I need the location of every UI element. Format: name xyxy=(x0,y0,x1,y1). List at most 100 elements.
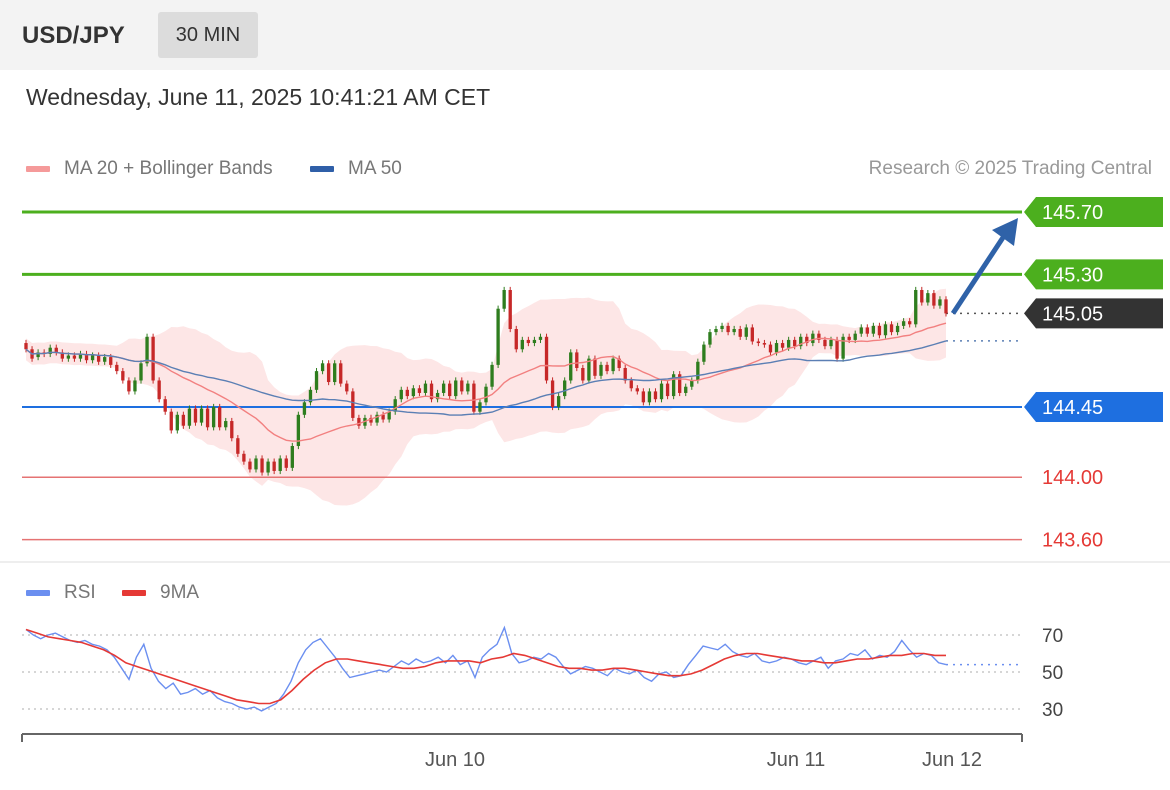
candle xyxy=(853,333,857,340)
price-chart: 145.70 145.30 145.05 144.45 144.00 143.60 xyxy=(22,197,1163,552)
candle xyxy=(738,329,742,337)
candle xyxy=(799,336,803,347)
candle xyxy=(829,339,833,347)
candle xyxy=(653,391,658,400)
x-tick-label: Jun 11 xyxy=(767,749,826,771)
candle xyxy=(205,408,210,428)
candle xyxy=(429,383,434,400)
candle xyxy=(109,357,113,365)
legend-rsi: RSI xyxy=(26,582,96,604)
rsi-line xyxy=(25,625,947,712)
candle xyxy=(411,388,416,397)
candle xyxy=(302,402,307,415)
candle xyxy=(314,371,319,390)
candle xyxy=(544,336,549,381)
candle xyxy=(199,408,204,423)
candle xyxy=(901,321,906,326)
candle xyxy=(762,343,767,345)
candle xyxy=(260,458,264,473)
candle xyxy=(78,353,83,359)
candle xyxy=(181,414,186,426)
candle xyxy=(514,329,518,350)
candle xyxy=(714,329,718,333)
candle xyxy=(145,336,149,364)
candle xyxy=(290,446,294,468)
resistance-tag xyxy=(1024,197,1163,227)
candle xyxy=(24,343,28,350)
candle xyxy=(538,336,543,340)
candle xyxy=(484,386,488,403)
candle xyxy=(835,339,839,359)
candle xyxy=(684,386,688,393)
candle xyxy=(726,325,730,333)
candle xyxy=(48,347,52,354)
rsi-ma-line xyxy=(25,628,946,705)
candle xyxy=(593,358,597,376)
ma50-legend-label: MA 50 xyxy=(348,158,402,179)
candle xyxy=(466,383,470,392)
candle xyxy=(920,290,924,303)
pivot-tag xyxy=(1024,392,1163,422)
candle xyxy=(115,364,119,372)
candle xyxy=(865,327,869,334)
rsi-chart: 70 50 30 Jun 10 Jun 11 Jun 12 xyxy=(21,625,1063,771)
candle xyxy=(266,461,270,473)
resistance-tag xyxy=(1024,259,1163,290)
level-label: 145.30 xyxy=(1042,264,1103,286)
candle xyxy=(847,336,851,340)
candle xyxy=(532,339,537,344)
candle xyxy=(793,339,797,347)
candle xyxy=(859,327,863,334)
candle xyxy=(811,333,815,344)
candle xyxy=(678,374,682,393)
candle xyxy=(242,453,246,462)
candle xyxy=(175,414,179,431)
candle xyxy=(375,414,379,423)
candle xyxy=(926,293,930,303)
candle xyxy=(659,383,664,400)
candle xyxy=(635,388,639,392)
candle xyxy=(248,461,252,470)
candle xyxy=(823,339,827,347)
candle xyxy=(193,408,198,423)
candle xyxy=(786,339,791,348)
rsi-legend-label: RSI xyxy=(64,582,96,603)
candle xyxy=(478,402,482,412)
ma20-swatch xyxy=(26,166,50,172)
candle xyxy=(169,411,173,431)
candle xyxy=(647,391,652,403)
candle xyxy=(665,383,670,397)
candle xyxy=(254,458,258,470)
forecast-arrow xyxy=(950,234,1007,315)
candle xyxy=(496,308,500,365)
candle xyxy=(127,380,131,392)
candle xyxy=(448,383,452,397)
candle xyxy=(641,391,646,403)
candle xyxy=(308,389,313,403)
candle xyxy=(151,336,155,381)
candle xyxy=(393,399,397,412)
legend-ma50: MA 50 xyxy=(310,158,402,180)
timeframe-button[interactable]: 30 MIN xyxy=(158,12,258,58)
ma20-line xyxy=(25,322,947,442)
rsi-tick-label: 50 xyxy=(1042,663,1063,684)
candle xyxy=(690,380,694,387)
candle xyxy=(520,339,524,350)
candle xyxy=(895,325,900,333)
candle xyxy=(702,344,706,362)
candle xyxy=(90,355,95,361)
candle xyxy=(617,358,621,368)
candle xyxy=(877,325,882,336)
candle xyxy=(756,341,761,344)
candle xyxy=(163,399,167,412)
x-tick-label: Jun 12 xyxy=(922,749,982,771)
candle xyxy=(381,414,385,420)
candle xyxy=(587,358,591,381)
candle xyxy=(817,333,821,340)
candle xyxy=(889,324,894,333)
candle xyxy=(272,461,276,471)
candle xyxy=(435,392,440,400)
level-label: 145.70 xyxy=(1042,202,1103,224)
candle xyxy=(871,325,876,334)
chart-header: USD/JPY 30 MIN xyxy=(0,0,1170,70)
